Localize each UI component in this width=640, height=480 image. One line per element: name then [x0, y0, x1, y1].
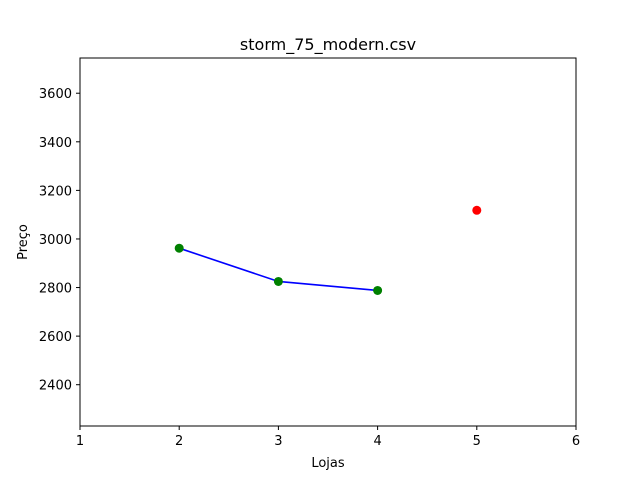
y-axis-label: Preço [16, 224, 31, 260]
chart-title: storm_75_modern.csv [240, 35, 416, 55]
y-tick-label-4: 3200 [39, 184, 72, 199]
y-tick-label-3: 3000 [39, 233, 72, 248]
plot-frame [79, 57, 577, 427]
y-tick-label-5: 3400 [39, 136, 72, 151]
axis-ticks: 1 2 3 4 5 6 2400 2600 2800 3000 3200 3400 3600 [39, 87, 580, 449]
x-tick-label-5: 6 [572, 434, 580, 449]
series-0-point-1 [273, 276, 283, 286]
y-tick-label-2: 2800 [39, 282, 72, 297]
series-1-point-0 [472, 205, 482, 215]
series-0-point-0 [174, 243, 184, 253]
series-0-point-2 [373, 285, 383, 295]
y-tick-label-0: 2400 [39, 379, 72, 394]
y-tick-label-6: 3600 [39, 87, 72, 102]
x-tick-label-1: 2 [175, 434, 183, 449]
x-tick-label-2: 3 [274, 434, 282, 449]
x-axis-label: Lojas [311, 456, 345, 471]
x-tick-label-4: 5 [473, 434, 481, 449]
y-tick-label-1: 2600 [39, 330, 72, 345]
x-tick-label-3: 4 [373, 434, 381, 449]
plot-area [79, 57, 577, 427]
x-tick-label-0: 1 [76, 434, 84, 449]
